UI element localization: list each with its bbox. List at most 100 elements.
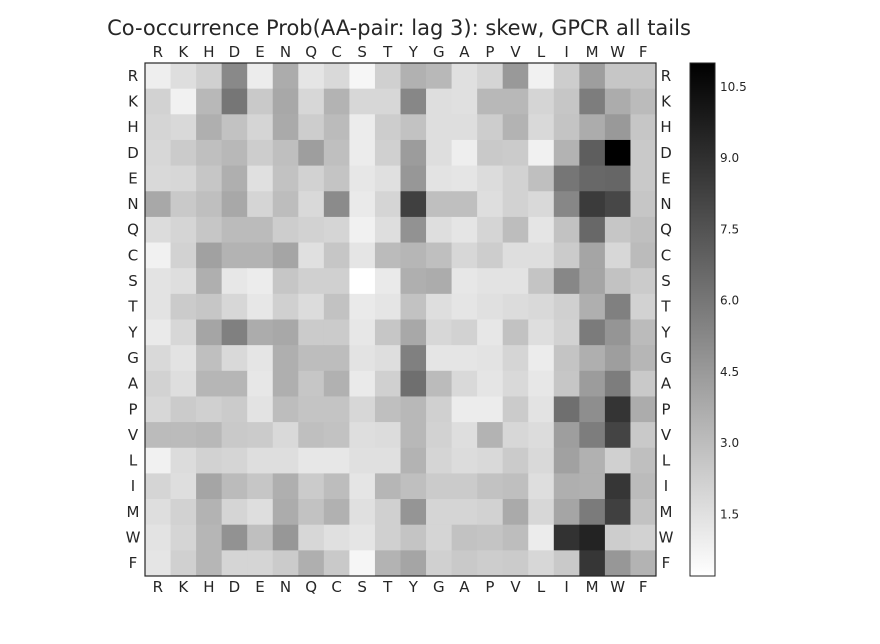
heatmap-cell-A-Q xyxy=(298,370,325,397)
heatmap-cell-L-A xyxy=(451,447,478,474)
heatmap-cell-H-M xyxy=(579,114,606,141)
heatmap-cell-K-Q xyxy=(298,88,325,115)
heatmap-cell-H-S xyxy=(349,114,376,141)
top-label-L: L xyxy=(537,43,546,61)
left-label-F: F xyxy=(129,554,138,572)
heatmap-cell-Q-I xyxy=(553,216,580,244)
heatmap-cell-F-I xyxy=(553,550,580,577)
heatmap-cell-I-S xyxy=(349,473,376,500)
heatmap-cell-R-R xyxy=(145,63,172,90)
heatmap-cell-I-K xyxy=(170,473,197,500)
heatmap-cell-F-V xyxy=(502,550,529,577)
bottom-label-Q: Q xyxy=(305,578,317,596)
heatmap-cell-F-Q xyxy=(298,550,325,577)
heatmap-cell-I-N xyxy=(272,473,299,500)
heatmap-cell-C-D xyxy=(221,242,248,269)
heatmap-cell-G-A xyxy=(451,345,478,372)
heatmap-cell-A-H xyxy=(196,370,223,397)
heatmap-cell-T-E xyxy=(247,293,274,320)
heatmap-cell-F-T xyxy=(374,550,401,577)
heatmap-cell-T-V xyxy=(502,293,529,320)
right-label-Y: Y xyxy=(660,323,671,341)
right-label-W: W xyxy=(659,529,674,547)
heatmap-cell-Q-N xyxy=(272,216,299,244)
heatmap-cell-Y-S xyxy=(349,319,376,346)
bottom-label-A: A xyxy=(459,578,470,596)
heatmap-cell-S-H xyxy=(196,268,223,295)
heatmap-cell-G-I xyxy=(553,345,580,372)
heatmap-cell-R-W xyxy=(604,63,631,90)
left-label-M: M xyxy=(127,503,140,521)
right-label-I: I xyxy=(664,477,668,495)
bottom-label-Y: Y xyxy=(408,578,419,596)
heatmap-cell-H-G xyxy=(426,114,453,141)
left-label-L: L xyxy=(129,452,138,470)
heatmap-cell-V-S xyxy=(349,422,376,449)
heatmap-cell-N-S xyxy=(349,191,376,218)
heatmap-cell-E-Y xyxy=(400,165,427,192)
heatmap-cell-T-Q xyxy=(298,293,325,320)
heatmap-cell-F-W xyxy=(604,550,631,577)
heatmap-cell-A-D xyxy=(221,370,248,397)
heatmap-cell-G-M xyxy=(579,345,606,372)
bottom-label-W: W xyxy=(610,578,625,596)
heatmap-cell-D-E xyxy=(247,139,274,167)
heatmap-cell-K-N xyxy=(272,88,299,115)
heatmap-cell-E-R xyxy=(145,165,172,192)
heatmap-cell-I-Y xyxy=(400,473,427,500)
heatmap-cell-C-C xyxy=(323,242,350,269)
heatmap-cell-G-K xyxy=(170,345,197,372)
heatmap-cell-G-W xyxy=(604,345,631,372)
heatmap-cell-N-N xyxy=(272,191,299,218)
heatmap-cell-D-R xyxy=(145,139,172,167)
heatmap-cell-H-W xyxy=(604,114,631,141)
chart-title: Co-occurrence Prob(AA-pair: lag 3): skew… xyxy=(107,16,691,40)
heatmap-cell-N-C xyxy=(323,191,350,218)
heatmap-cell-I-D xyxy=(221,473,248,500)
heatmap-cell-M-I xyxy=(553,499,580,526)
heatmap-cell-F-A xyxy=(451,550,478,577)
heatmap-cell-I-W xyxy=(604,473,631,500)
heatmap-cell-Q-Q xyxy=(298,216,325,244)
heatmap-cell-K-E xyxy=(247,88,274,115)
heatmap-cell-P-L xyxy=(528,396,555,423)
heatmap-cell-A-A xyxy=(451,370,478,397)
heatmap-cell-R-D xyxy=(221,63,248,90)
heatmap-cell-R-H xyxy=(196,63,223,90)
heatmap-cell-Y-G xyxy=(426,319,453,346)
heatmap-cell-D-A xyxy=(451,139,478,167)
heatmap-cell-R-L xyxy=(528,63,555,90)
heatmap-cell-N-Y xyxy=(400,191,427,218)
colorbar-tick-10.5: 10.5 xyxy=(720,80,747,94)
heatmap-cell-S-E xyxy=(247,268,274,295)
right-label-H: H xyxy=(660,118,671,136)
heatmap-cell-V-A xyxy=(451,422,478,449)
heatmap-cell-N-V xyxy=(502,191,529,218)
heatmap-cell-L-Y xyxy=(400,447,427,474)
heatmap-cell-G-S xyxy=(349,345,376,372)
heatmap-cell-P-F xyxy=(630,396,657,423)
heatmap-cell-Q-E xyxy=(247,216,274,244)
heatmap-cell-V-K xyxy=(170,422,197,449)
heatmap-cell-W-I xyxy=(553,524,580,551)
right-label-A: A xyxy=(661,375,672,393)
heatmap-cell-Q-K xyxy=(170,216,197,244)
heatmap-cell-H-V xyxy=(502,114,529,141)
heatmap-cell-C-S xyxy=(349,242,376,269)
heatmap-cell-K-K xyxy=(170,88,197,115)
heatmap-cell-Y-C xyxy=(323,319,350,346)
bottom-label-H: H xyxy=(203,578,214,596)
heatmap-cell-P-E xyxy=(247,396,274,423)
heatmap-cell-K-G xyxy=(426,88,453,115)
heatmap-cell-C-H xyxy=(196,242,223,269)
heatmap-cell-I-A xyxy=(451,473,478,500)
heatmap-cell-F-L xyxy=(528,550,555,577)
heatmap-cell-E-S xyxy=(349,165,376,192)
heatmap-cell-W-T xyxy=(374,524,401,551)
heatmap-cell-Y-Y xyxy=(400,319,427,346)
heatmap-cell-P-P xyxy=(477,396,504,423)
heatmap-cell-Y-K xyxy=(170,319,197,346)
heatmap-cell-M-S xyxy=(349,499,376,526)
left-label-T: T xyxy=(127,298,138,316)
